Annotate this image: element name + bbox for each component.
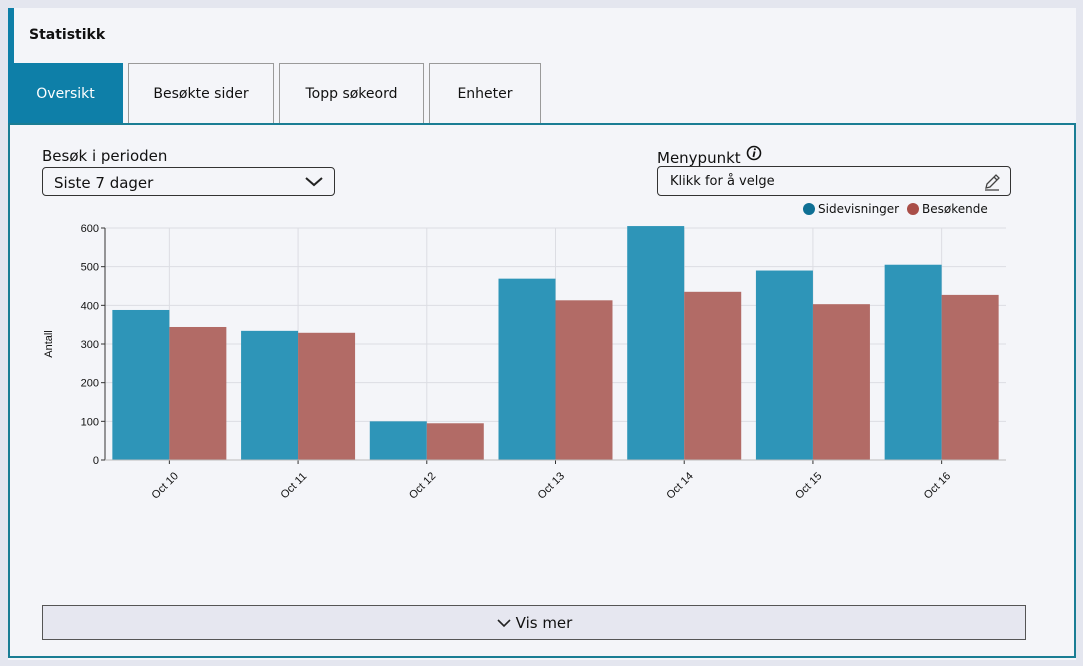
legend-dot-sidevisninger [803, 203, 815, 215]
menu-label: Menypunkt [657, 149, 741, 167]
chevron-down-icon [305, 177, 323, 187]
chevron-down-icon [497, 618, 511, 627]
bar-besokende[interactable] [684, 291, 742, 460]
legend-item-besokende[interactable]: Besøkende [907, 202, 988, 216]
y-tick-label: 300 [81, 339, 99, 351]
menu-picker[interactable]: Klikk for å velge [657, 166, 1011, 196]
page-title: Statistikk [29, 27, 106, 43]
bar-besokende[interactable] [169, 326, 227, 460]
period-label: Besøk i perioden [42, 147, 168, 165]
y-tick-label: 0 [93, 455, 99, 467]
bar-sidevisninger[interactable] [498, 278, 556, 460]
bar-besokende[interactable] [426, 423, 484, 460]
y-tick-label: 200 [81, 378, 99, 390]
y-tick-label: 400 [81, 300, 99, 312]
bar-sidevisninger[interactable] [241, 330, 299, 460]
legend-item-sidevisninger[interactable]: Sidevisninger [803, 202, 899, 216]
y-tick-label: 100 [81, 416, 99, 428]
bar-besokende[interactable] [812, 304, 870, 460]
x-tick-label: Oct 14 [664, 470, 695, 501]
info-icon[interactable] [746, 145, 762, 161]
legend-label-sidevisninger: Sidevisninger [818, 202, 900, 216]
bar-sidevisninger[interactable] [112, 309, 170, 460]
x-tick-label: Oct 16 [922, 470, 953, 501]
statistics-panel: Statistikk Oversikt Besøkte sider Topp s… [8, 8, 1076, 660]
x-tick-label: Oct 10 [150, 470, 181, 501]
y-axis-label: Antall [43, 330, 55, 358]
period-select[interactable]: Siste 7 dager [42, 167, 335, 196]
panel-header: Statistikk [8, 8, 1076, 63]
bar-sidevisninger[interactable] [369, 421, 427, 460]
pencil-icon [985, 174, 1000, 191]
legend-label-besokende: Besøkende [922, 202, 988, 216]
tab-enheter[interactable]: Enheter [429, 63, 541, 124]
bar-besokende[interactable] [941, 294, 999, 460]
bar-besokende[interactable] [298, 332, 356, 460]
bar-sidevisninger[interactable] [884, 264, 942, 460]
bar-sidevisninger[interactable] [755, 270, 813, 460]
visits-bar-chart: 0 100 200 300 400 500 600 Oct 10 Oct 11 Oct 12 Oct… [43, 223, 1006, 502]
overview-content: Besøk i perioden Siste 7 dager Menypunkt… [8, 123, 1076, 658]
period-select-value: Siste 7 dager [54, 174, 154, 192]
legend-dot-besokende [907, 203, 919, 215]
tab-besokte-sider[interactable]: Besøkte sider [128, 63, 274, 124]
bar-sidevisninger[interactable] [627, 226, 685, 460]
tab-topp-sokeord[interactable]: Topp søkeord [279, 63, 424, 124]
y-tick-label: 500 [81, 262, 99, 274]
tab-oversikt[interactable]: Oversikt [8, 63, 123, 124]
y-tick-label: 600 [81, 223, 99, 235]
x-tick-label: Oct 13 [536, 470, 567, 501]
bar-besokende[interactable] [555, 300, 613, 460]
x-tick-label: Oct 15 [793, 470, 824, 501]
show-more-button[interactable]: Vis mer [42, 605, 1026, 640]
show-more-label: Vis mer [515, 613, 573, 632]
x-tick-label: Oct 12 [407, 470, 438, 501]
menu-picker-placeholder: Klikk for å velge [670, 174, 775, 189]
x-tick-label: Oct 11 [279, 470, 310, 501]
